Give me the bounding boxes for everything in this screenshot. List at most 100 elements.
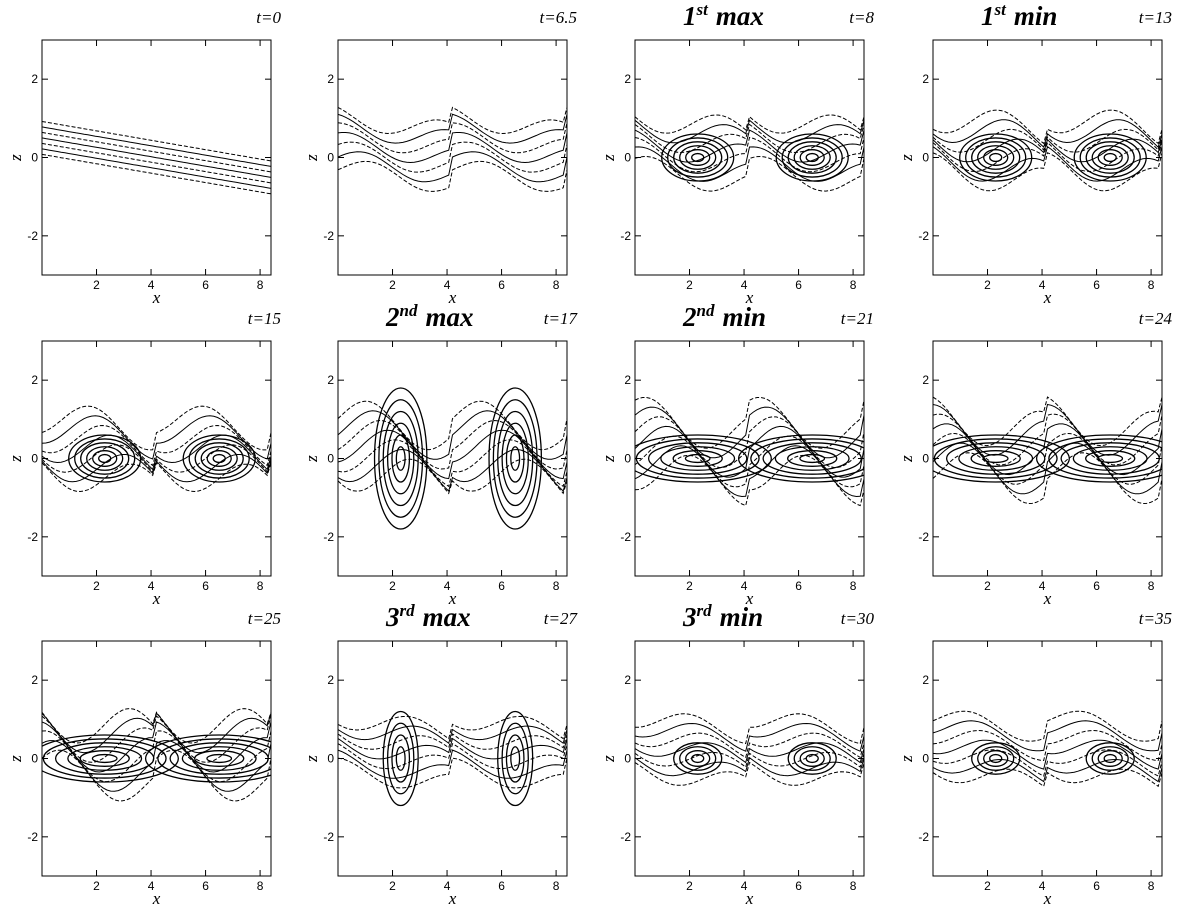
vortex-contour (799, 149, 825, 166)
y-tick-label: -2 (918, 530, 929, 544)
x-axis-label: x (745, 288, 754, 307)
contour-line (42, 142, 271, 184)
x-tick-label: 2 (389, 579, 396, 593)
contour-line (42, 126, 271, 167)
vortex-contour (212, 453, 226, 464)
x-tick-label: 8 (553, 879, 560, 893)
x-tick-label: 6 (498, 879, 505, 893)
vortex-contour (933, 438, 1058, 479)
vortex-contour (781, 137, 843, 178)
y-tick-label: -2 (323, 830, 334, 844)
y-tick-label: 2 (327, 373, 334, 387)
contour-line (338, 419, 567, 470)
x-tick-label: 6 (202, 879, 209, 893)
contour-line (338, 122, 567, 154)
vortex-contour (982, 453, 1009, 464)
heading-word: max (716, 1, 764, 31)
panel-heading: 2nd min (682, 301, 766, 332)
y-tick-label: 0 (327, 151, 334, 165)
vortex-contour (68, 434, 142, 483)
contours (338, 710, 567, 807)
x-tick-label: 4 (444, 579, 451, 593)
vortex-contour (1085, 141, 1135, 174)
x-tick-label: 4 (444, 278, 451, 292)
vortex-contour (382, 710, 419, 807)
vortex-contour (799, 750, 825, 767)
contours (635, 114, 864, 192)
contours (933, 109, 1162, 192)
x-tick-label: 4 (148, 879, 155, 893)
vortex-contour (685, 750, 711, 767)
vortex-contour (805, 753, 819, 764)
vortex-contour (386, 722, 415, 795)
vortex-contour (983, 750, 1009, 767)
x-tick-label: 6 (1093, 278, 1100, 292)
contour-line (933, 710, 1162, 742)
contour-line (635, 752, 864, 768)
x-tick-label: 8 (850, 879, 857, 893)
vortex-contour (188, 438, 250, 479)
heading-suffix: st (994, 0, 1008, 19)
vortex-contour (774, 446, 850, 471)
y-tick-label: 2 (624, 673, 631, 687)
contour-line (42, 415, 271, 460)
panel: 2 4 6 8 -2 0 2 x z t=13 1st min (897, 0, 1172, 307)
vortex-contour (1097, 750, 1123, 767)
contours (635, 713, 864, 786)
heading-number: 2 (385, 302, 400, 332)
time-label: t=6.5 (540, 8, 577, 27)
contour-line (338, 715, 567, 740)
y-tick-label: 2 (624, 72, 631, 86)
vortex-contour (92, 450, 118, 467)
contours (42, 121, 271, 195)
y-tick-label: 0 (327, 752, 334, 766)
y-tick-label: 0 (624, 151, 631, 165)
x-tick-label: 4 (1039, 579, 1046, 593)
vortex-contour (378, 399, 424, 518)
panel: 2 4 6 8 -2 0 2 x z t=8 1st max (599, 0, 874, 307)
heading-word: max (423, 602, 471, 632)
vortex-contour (382, 410, 419, 507)
contour-line (933, 423, 1162, 476)
vortex-contour (42, 738, 167, 779)
contour-line (933, 152, 1162, 192)
contour-line (635, 123, 864, 154)
contours (338, 387, 567, 530)
contour-line (635, 146, 864, 182)
y-tick-label: 0 (31, 452, 38, 466)
vortex-contour (1091, 145, 1129, 170)
y-tick-label: -2 (323, 229, 334, 243)
time-label: t=8 (849, 8, 874, 27)
x-tick-label: 6 (795, 278, 802, 292)
x-tick-label: 6 (795, 879, 802, 893)
heading-word: max (425, 302, 473, 332)
vortex-contour (737, 434, 864, 483)
y-tick-label: 2 (624, 373, 631, 387)
x-tick-label: 4 (148, 278, 155, 292)
contour-line (42, 444, 271, 473)
y-tick-label: 2 (31, 72, 38, 86)
x-tick-label: 2 (984, 278, 991, 292)
contour-line (42, 405, 271, 451)
contour-line (933, 432, 1162, 485)
contour-line (635, 416, 864, 469)
contour-line (338, 151, 567, 183)
y-tick-label: -2 (620, 830, 631, 844)
vortex-contour (1097, 453, 1124, 464)
y-tick-label: 0 (624, 452, 631, 466)
x-axis-label: x (1043, 889, 1052, 908)
y-tick-label: 2 (31, 673, 38, 687)
vortex-contour (1097, 149, 1123, 166)
vortex-contour (510, 446, 521, 471)
contour-line (42, 131, 271, 173)
x-axis-label: x (448, 288, 457, 307)
panel: 2 4 6 8 -2 0 2 x z t=6.5 (302, 8, 577, 307)
y-axis-label: z (302, 755, 321, 763)
x-tick-label: 6 (1093, 579, 1100, 593)
contour-line (933, 749, 1162, 777)
vortex-contour (635, 434, 772, 483)
contour-line (933, 720, 1162, 752)
vortex-contour (386, 422, 415, 495)
time-label: t=17 (544, 309, 579, 328)
vortex-contour (958, 446, 1034, 471)
